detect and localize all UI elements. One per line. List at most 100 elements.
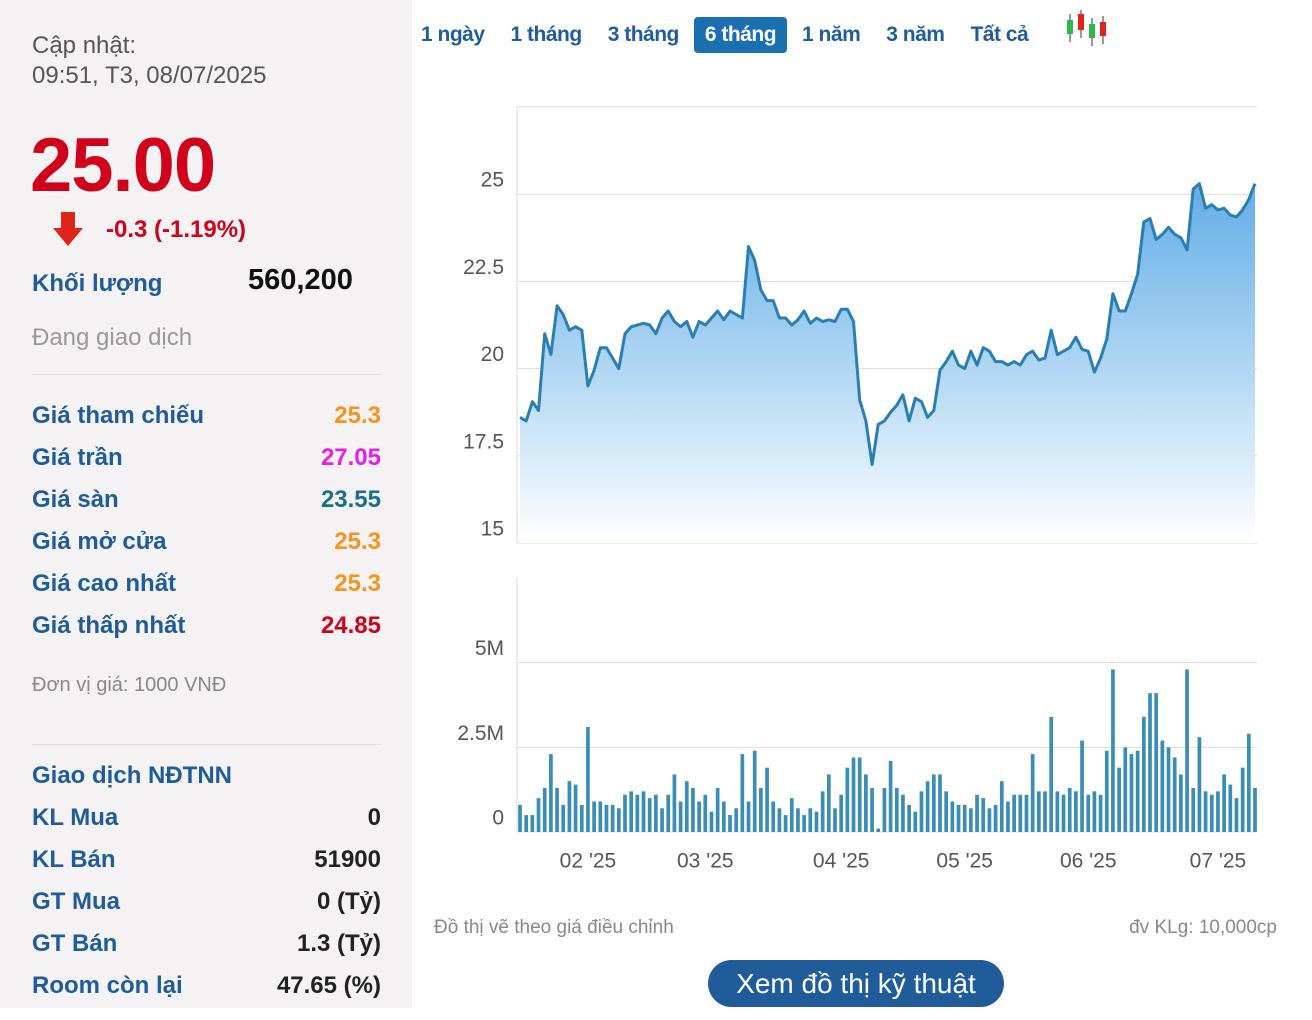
stat-label: Giá tham chiếu <box>32 402 205 429</box>
price-line <box>519 182 1257 466</box>
volume-bar <box>616 808 621 832</box>
volume-bar <box>870 787 874 832</box>
status: Đang giao dịch <box>32 324 193 351</box>
volume-bar <box>715 787 720 832</box>
range-tab[interactable]: 1 ngày <box>421 22 485 46</box>
x-tick-label: 03 '25 <box>677 850 734 873</box>
stat-label: Giá thấp nhất <box>32 612 186 639</box>
volume-bar <box>931 774 936 832</box>
volume-bar <box>536 798 541 832</box>
volume-label: Khối lượng <box>32 270 163 297</box>
range-tab[interactable]: 6 tháng <box>693 16 788 53</box>
volume-bar <box>635 794 640 832</box>
volume-bar <box>549 754 553 832</box>
volume-bar <box>1123 747 1128 832</box>
volume-bar <box>1160 740 1165 832</box>
stat-value: 23.55 <box>320 486 381 513</box>
volume-bar <box>518 804 522 832</box>
y-tick-label: 25 <box>481 169 504 192</box>
x-tick-label: 02 '25 <box>560 850 617 873</box>
volume-bar <box>573 784 578 832</box>
x-tick-label: 07 '25 <box>1190 850 1247 873</box>
y-tick-label: 5M <box>475 637 504 660</box>
foreign-value: 0 (Tỷ) <box>316 888 381 915</box>
volume-bar <box>1209 794 1214 832</box>
volume-bar <box>1166 747 1171 832</box>
volume-bar <box>542 787 547 832</box>
foreign-value: 51900 <box>314 846 381 873</box>
volume-bar <box>666 794 671 832</box>
stat-label: Giá mở cửa <box>32 528 167 555</box>
stat-value: 25.3 <box>334 570 381 597</box>
foreign-title: Giao dịch NĐTNN <box>32 762 233 789</box>
x-tick-label: 06 '25 <box>1060 850 1117 873</box>
volume-bar <box>1179 774 1183 832</box>
volume-bar <box>746 801 751 832</box>
volume-bar <box>1086 794 1091 832</box>
volume-bar <box>1080 740 1084 832</box>
volume-bar <box>647 798 652 832</box>
range-tabs: 1 ngày 1 tháng 3 tháng 6 tháng 1 năm 3 năm Tất… <box>410 16 1043 53</box>
volume-bar <box>1030 754 1035 832</box>
volume-bar <box>907 804 911 832</box>
volume-bar <box>721 801 726 832</box>
update-label: Cập nhật: <box>32 32 137 59</box>
volume-bar <box>579 804 584 832</box>
volume-bar <box>1092 791 1097 832</box>
sidebar: Cập nhật: 09:51, T3, 08/07/2025 25.00 -0… <box>0 0 412 1008</box>
volume-bar <box>999 781 1004 832</box>
volume-bar <box>1197 737 1202 832</box>
volume-bar <box>1006 801 1010 832</box>
foreign-value: 47.65 (%) <box>276 972 381 999</box>
volume-bar <box>728 815 732 832</box>
volume-bar <box>1024 794 1029 832</box>
volume-bar <box>1246 733 1251 832</box>
volume-bar <box>709 811 714 832</box>
range-tab[interactable]: 1 năm <box>802 22 861 46</box>
technical-chart-button[interactable]: Xem đồ thị kỹ thuật <box>708 960 1004 1007</box>
down-arrow <box>53 212 83 246</box>
volume-bar <box>1216 791 1220 832</box>
stat-value: 27.05 <box>320 444 381 471</box>
foreign-label: GT Bán <box>32 930 118 957</box>
volume-bar <box>987 808 992 832</box>
volume-bar <box>1117 767 1121 832</box>
divider <box>32 744 381 745</box>
stat-label: Giá cao nhất <box>32 570 177 597</box>
volume-bar <box>839 794 844 832</box>
foreign-label: GT Mua <box>32 888 120 915</box>
volume-bar <box>888 760 893 832</box>
volume-bar <box>697 801 701 832</box>
update-time: 09:51, T3, 08/07/2025 <box>32 62 267 89</box>
volume-bar <box>592 801 596 832</box>
volume-bar <box>1104 750 1109 832</box>
range-tab[interactable]: 1 tháng <box>510 22 583 46</box>
volume-bar <box>1055 791 1060 832</box>
range-tab[interactable]: 3 tháng <box>607 22 680 46</box>
volume-bar <box>654 794 658 832</box>
volume-bar <box>820 791 825 832</box>
x-tick-label: 05 '25 <box>936 850 993 873</box>
volume-bar <box>1049 716 1054 832</box>
volume-bar <box>684 781 689 832</box>
volume-bar <box>604 804 609 832</box>
volume-bar <box>1061 794 1066 832</box>
foreign-label: KL Bán <box>32 846 116 873</box>
range-tab[interactable]: 3 năm <box>886 22 945 46</box>
volume-bar <box>814 811 819 832</box>
volume-bar <box>925 781 930 832</box>
volume-bar <box>1148 693 1152 832</box>
y-tick-label: 15 <box>481 518 504 541</box>
volume-bar <box>975 794 979 832</box>
volume-bar <box>623 794 627 832</box>
volume-bar <box>567 781 572 832</box>
volume-bar <box>1172 757 1177 832</box>
volume-bar <box>1191 787 1196 832</box>
volume-bar <box>901 794 905 832</box>
volume-bar <box>833 808 837 832</box>
candle-icon[interactable] <box>1064 8 1110 48</box>
volume-bar <box>938 774 942 832</box>
range-tab[interactable]: Tất cả <box>970 22 1029 46</box>
